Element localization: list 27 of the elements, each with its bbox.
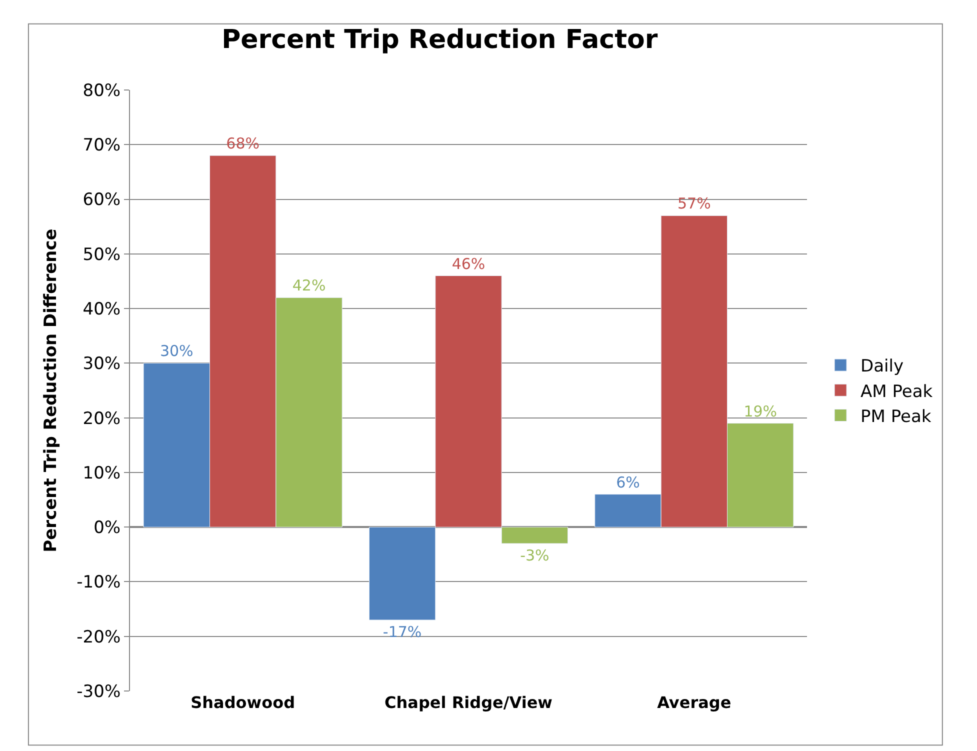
data-label: 19% — [744, 402, 778, 420]
data-label: 57% — [677, 194, 711, 213]
y-tick-label: -10% — [76, 572, 121, 593]
y-tick-label: 10% — [82, 463, 121, 484]
y-tick-label: 80% — [82, 80, 121, 101]
legend-label: PM Peak — [860, 406, 932, 427]
data-label: 30% — [160, 342, 194, 360]
data-label: -3% — [520, 546, 550, 564]
y-tick-label: 60% — [82, 190, 121, 210]
x-tick-label: Average — [657, 693, 732, 712]
y-tick-label: 20% — [82, 408, 121, 429]
y-tick-label: 30% — [82, 354, 121, 374]
x-tick-label: Chapel Ridge/View — [384, 693, 553, 712]
y-tick-label: -20% — [76, 627, 121, 648]
y-tick-label: 70% — [82, 136, 121, 156]
data-label: 6% — [616, 473, 640, 492]
y-tick-label: -30% — [76, 682, 121, 702]
legend-label: AM Peak — [860, 382, 933, 402]
y-tick-label: 0% — [94, 518, 121, 538]
chart-title: Percent Trip Reduction Factor — [222, 25, 658, 56]
y-axis-title: Percent Trip Reduction Difference — [41, 228, 62, 552]
data-label: 46% — [452, 254, 486, 273]
legend-label: Daily — [860, 356, 904, 377]
data-label: 42% — [292, 276, 326, 295]
y-tick-label: 50% — [82, 244, 121, 265]
y-tick-label: 40% — [82, 300, 121, 320]
x-tick-label: Shadowood — [190, 693, 296, 712]
